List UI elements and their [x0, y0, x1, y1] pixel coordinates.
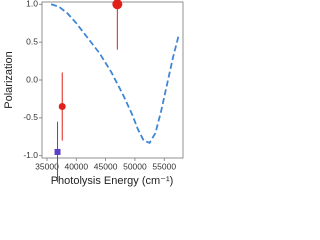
page: {"chart_data": { "type": "line", "x_labe…: [2, 0, 184, 187]
plot-frame: [41, 1, 184, 159]
y-tick-label: 0.0: [26, 74, 38, 84]
y-axis-label: Polarization: [3, 51, 15, 108]
chart: Photolysis Energy (cm⁻¹) Polarization 35…: [3, 0, 184, 187]
x-tick-label: 35000: [35, 161, 59, 171]
point: [58, 103, 66, 111]
x-tick-label: 55000: [152, 161, 176, 171]
y-tick-label: -0.5: [23, 112, 38, 122]
point: [54, 148, 61, 155]
x-tick-label: 40000: [64, 161, 88, 171]
y-tick-label: 0.5: [26, 36, 38, 46]
point: [112, 0, 123, 10]
dashed-curve: [50, 3, 180, 144]
y-tick-label: -1.0: [23, 150, 38, 160]
y-tick-label: 1.0: [26, 0, 38, 9]
x-tick-label: 45000: [94, 161, 118, 171]
x-axis-label: Photolysis Energy (cm⁻¹): [51, 175, 174, 187]
x-tick-label: 50000: [123, 161, 147, 171]
